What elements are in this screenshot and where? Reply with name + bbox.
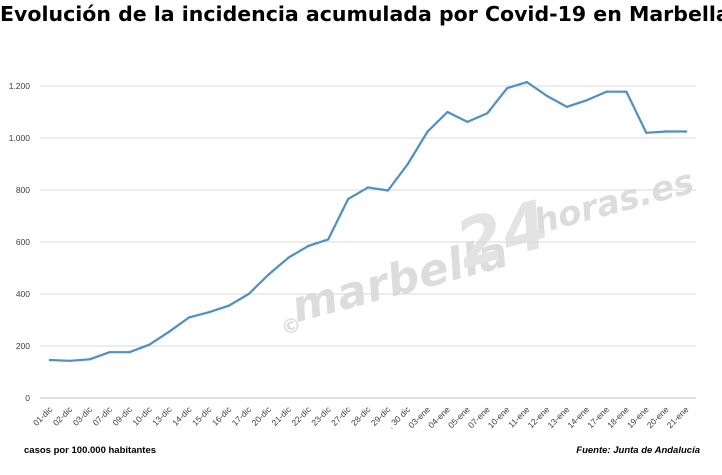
y-tick-label: 1.000 xyxy=(9,133,31,143)
x-tick-label: 20-dic xyxy=(250,404,274,428)
data-point xyxy=(128,351,131,354)
x-tick-label: 10-dic xyxy=(130,404,154,428)
data-point xyxy=(466,120,469,123)
x-tick-label: 21-dic xyxy=(269,404,293,428)
data-point xyxy=(207,311,211,314)
data-point xyxy=(545,94,549,97)
data-point xyxy=(287,256,290,259)
data-point xyxy=(386,189,389,192)
x-tick-label: 09-dic xyxy=(110,404,134,428)
data-point xyxy=(506,86,509,90)
x-tick-label: 16-dic xyxy=(210,404,234,428)
units-note: casos por 100.000 habitantes xyxy=(24,445,157,456)
x-tick-label: 02-dic xyxy=(51,404,75,428)
data-point xyxy=(68,359,71,362)
data-point xyxy=(168,330,171,333)
x-tick-label: 07-dic xyxy=(91,404,115,428)
data-point xyxy=(366,186,370,189)
data-point xyxy=(665,130,668,133)
x-tick-label: 14-dic xyxy=(170,404,194,428)
data-point xyxy=(227,304,230,307)
x-tick-label: 22-dic xyxy=(289,404,313,428)
data-point xyxy=(426,130,429,133)
x-tick-label: 13-dic xyxy=(150,404,174,428)
data-point xyxy=(88,358,91,361)
y-tick-label: 400 xyxy=(16,289,30,299)
data-point xyxy=(307,244,310,247)
data-point xyxy=(187,316,191,319)
x-tick-label: 01-dic xyxy=(31,404,55,428)
data-point xyxy=(327,238,330,241)
data-point xyxy=(565,105,568,108)
data-point xyxy=(525,81,529,84)
data-point xyxy=(446,110,449,114)
y-tick-label: 600 xyxy=(16,237,30,247)
data-point xyxy=(406,162,409,166)
x-tick-label: 15-dic xyxy=(190,404,214,428)
data-point xyxy=(347,198,350,201)
x-tick-label: 27-dic xyxy=(329,404,353,428)
y-tick-label: 1.200 xyxy=(9,81,31,91)
data-point xyxy=(247,292,250,296)
y-tick-label: 0 xyxy=(25,393,30,403)
x-tick-label: 10-ene xyxy=(486,404,512,430)
x-tick-label: 17-dic xyxy=(230,404,254,428)
data-point xyxy=(48,358,52,362)
x-tick-label: 21-ene xyxy=(665,404,691,430)
chart-title: Evolución de la incidencia acumulada por… xyxy=(0,2,722,26)
data-point xyxy=(486,112,489,115)
x-tick-label: 28-dic xyxy=(349,404,373,428)
data-point xyxy=(625,90,628,93)
y-tick-label: 200 xyxy=(16,341,30,351)
data-point xyxy=(684,130,688,133)
source-note: Fuente: Junta de Andalucía xyxy=(576,445,700,456)
y-tick-label: 800 xyxy=(16,185,30,195)
x-tick-label: 03-dic xyxy=(71,404,95,428)
data-point xyxy=(585,99,588,102)
data-point xyxy=(148,343,151,346)
series-line xyxy=(48,80,688,362)
x-tick-label: 23-dic xyxy=(309,404,333,428)
data-point xyxy=(645,131,648,134)
data-point xyxy=(605,90,608,93)
data-point xyxy=(267,273,270,276)
data-point xyxy=(108,351,111,354)
